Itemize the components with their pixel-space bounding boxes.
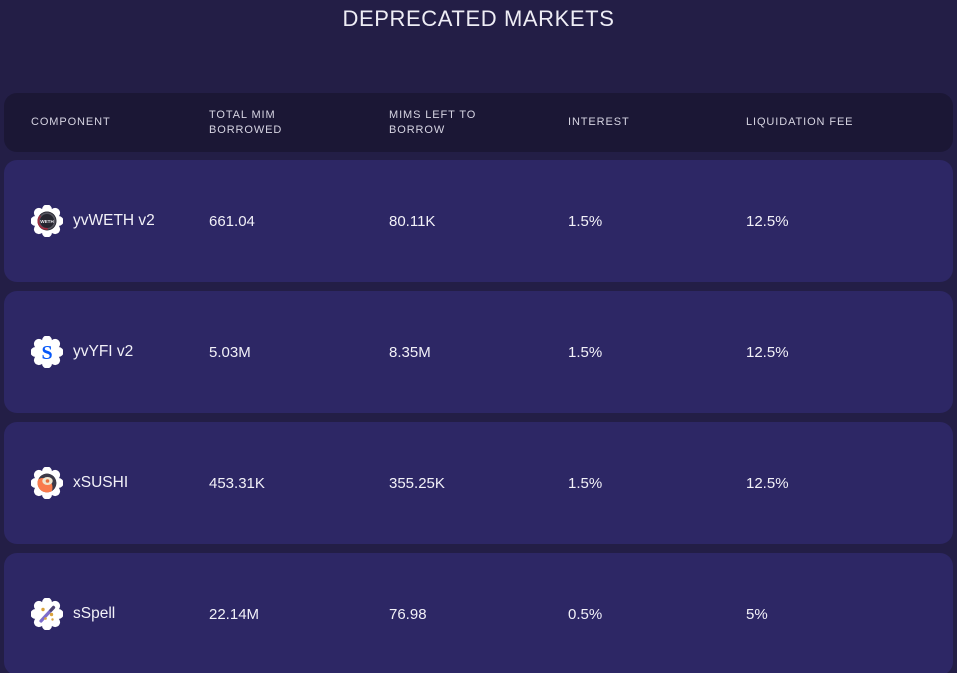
mims-left-to-borrow-value: 80.11K [389,212,436,230]
xsushi-token-icon [31,467,63,499]
market-row-yvweth-v2[interactable]: WETH yvWETH v2 661.04 80.11K 1.5% 12.5% [4,160,953,282]
market-row-xsushi[interactable]: xSUSHI 453.31K 355.25K 1.5% 12.5% [4,422,953,544]
table-header-row: COMPONENT TOTAL MIM BORROWED MIMS LEFT T… [4,93,953,152]
svg-text:WETH: WETH [40,219,54,224]
market-row-yvyfi-v2[interactable]: S yvYFI v2 5.03M 8.35M 1.5% 12.5% [4,291,953,413]
interest-value: 0.5% [568,605,603,623]
liquidation-fee-value: 12.5% [746,212,789,230]
page-title: DEPRECATED MARKETS [342,6,615,31]
yvyfi-token-icon: S [31,336,63,368]
market-name: yvYFI v2 [73,343,134,360]
total-mim-borrowed-value: 22.14M [209,605,260,623]
component-cell: xSUSHI [4,467,209,499]
svg-text:S: S [41,342,52,364]
market-row-sspell[interactable]: sSpell 22.14M 76.98 0.5% 5% [4,553,953,673]
yvweth-token-icon: WETH [31,205,63,237]
liquidation-fee-value: 12.5% [746,343,789,361]
mims-left-to-borrow-value: 8.35M [389,343,431,361]
interest-value: 1.5% [568,474,603,492]
component-cell: S yvYFI v2 [4,336,209,368]
interest-value: 1.5% [568,212,603,230]
market-name: sSpell [73,605,116,622]
sspell-token-icon [31,598,63,630]
liquidation-fee-value: 5% [746,605,768,623]
interest-value: 1.5% [568,343,603,361]
total-mim-borrowed-value: 5.03M [209,343,251,361]
column-header-mims-left-to-borrow: MIMS LEFT TO BORROW [389,109,477,136]
component-cell: WETH yvWETH v2 [4,205,209,237]
column-header-interest: INTEREST [568,116,630,129]
deprecated-markets-table: COMPONENT TOTAL MIM BORROWED MIMS LEFT T… [4,93,953,673]
mims-left-to-borrow-value: 76.98 [389,605,427,623]
column-header-total-mim-borrowed: TOTAL MIM BORROWED [209,109,283,136]
total-mim-borrowed-value: 453.31K [209,474,265,492]
market-name: yvWETH v2 [73,212,155,229]
component-cell: sSpell [4,598,209,630]
column-header-component: COMPONENT [31,116,111,129]
total-mim-borrowed-value: 661.04 [209,212,255,230]
mims-left-to-borrow-value: 355.25K [389,474,445,492]
liquidation-fee-value: 12.5% [746,474,789,492]
column-header-liquidation-fee: LIQUIDATION FEE [746,116,854,129]
market-name: xSUSHI [73,474,129,491]
